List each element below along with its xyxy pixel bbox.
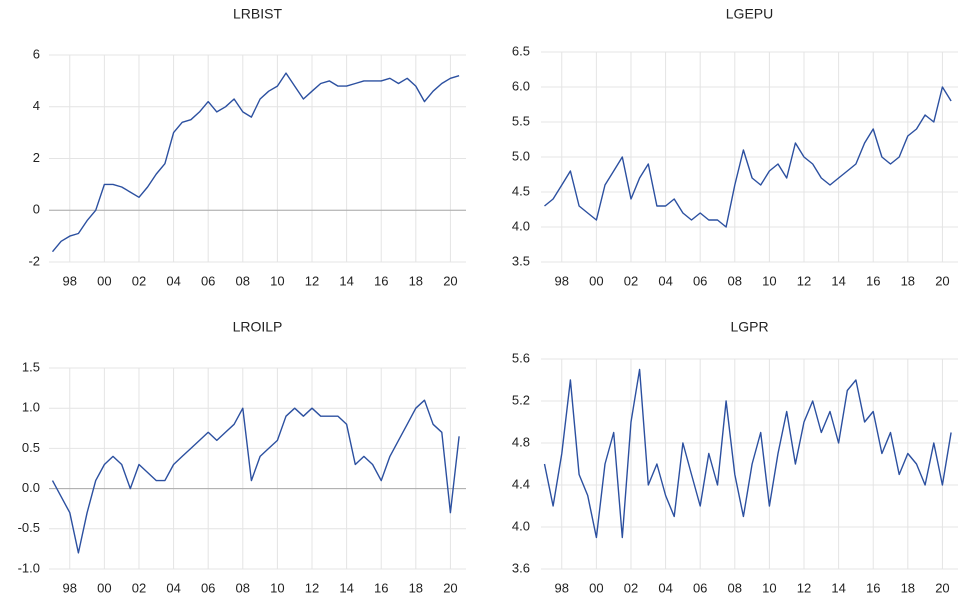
x-tick-label: 08 — [236, 273, 250, 288]
series-line — [544, 86, 952, 228]
x-tick-label: 12 — [797, 580, 811, 595]
x-tick-label: 98 — [63, 273, 77, 288]
x-tick-label: 14 — [339, 580, 353, 595]
x-tick-label: 02 — [132, 580, 146, 595]
series-line — [51, 399, 460, 554]
x-tick-label: 10 — [762, 580, 776, 595]
y-tick-label: 5.6 — [512, 350, 530, 365]
y-tick-label: 5.0 — [512, 148, 530, 163]
x-tick-label: 00 — [97, 580, 111, 595]
x-tick-label: 04 — [166, 580, 180, 595]
x-tick-label: 02 — [624, 580, 638, 595]
x-tick-label: 00 — [589, 273, 603, 288]
y-tick-label: 4.8 — [512, 434, 530, 449]
x-tick-label: 06 — [201, 580, 215, 595]
x-tick-label: 10 — [270, 273, 284, 288]
x-tick-label: 18 — [901, 273, 915, 288]
x-tick-label: 04 — [658, 580, 672, 595]
y-tick-label: -1.0 — [18, 560, 40, 575]
x-tick-label: 14 — [831, 580, 845, 595]
chart-title: LGEPU — [726, 6, 773, 22]
x-tick-label: 14 — [831, 273, 845, 288]
x-tick-label: 08 — [728, 580, 742, 595]
x-tick-label: 02 — [132, 273, 146, 288]
x-tick-label: 98 — [63, 580, 77, 595]
y-tick-label: 6.0 — [512, 78, 530, 93]
x-tick-label: 16 — [374, 580, 388, 595]
y-tick-label: 1.0 — [22, 400, 40, 415]
x-tick-label: 12 — [797, 273, 811, 288]
x-tick-label: 06 — [201, 273, 215, 288]
chart-title: LGPR — [730, 319, 768, 335]
y-tick-label: 5.5 — [512, 113, 530, 128]
chart-title: LROILP — [233, 319, 283, 335]
y-tick-label: 1.5 — [22, 359, 40, 374]
x-tick-label: 12 — [305, 273, 319, 288]
x-tick-label: 06 — [693, 273, 707, 288]
y-tick-label: 3.6 — [512, 560, 530, 575]
y-tick-label: 4.0 — [512, 518, 530, 533]
x-tick-label: 20 — [443, 580, 457, 595]
x-tick-label: 12 — [305, 580, 319, 595]
x-tick-label: 14 — [339, 273, 353, 288]
y-tick-label: 4.0 — [512, 218, 530, 233]
x-tick-label: 16 — [374, 273, 388, 288]
series-line — [51, 72, 460, 253]
x-tick-label: 20 — [935, 273, 949, 288]
x-tick-label: 18 — [409, 580, 423, 595]
series-line — [543, 368, 952, 539]
x-tick-label: 00 — [589, 580, 603, 595]
x-tick-label: 98 — [555, 580, 569, 595]
x-tick-label: 10 — [270, 580, 284, 595]
x-tick-label: 04 — [658, 273, 672, 288]
y-tick-label: 4.4 — [512, 476, 530, 491]
x-tick-label: 16 — [866, 580, 880, 595]
y-tick-label: 5.2 — [512, 392, 530, 407]
x-tick-label: 08 — [236, 580, 250, 595]
x-tick-label: 18 — [901, 580, 915, 595]
x-tick-label: 08 — [728, 273, 742, 288]
y-tick-label: 0 — [33, 202, 40, 217]
y-tick-label: 6 — [33, 46, 40, 61]
x-tick-label: 18 — [409, 273, 423, 288]
y-tick-label: 0.5 — [22, 440, 40, 455]
y-tick-label: 4.5 — [512, 183, 530, 198]
x-tick-label: 00 — [97, 273, 111, 288]
y-tick-label: -2 — [28, 253, 40, 268]
x-tick-label: 16 — [866, 273, 880, 288]
y-tick-label: 3.5 — [512, 253, 530, 268]
x-tick-label: 04 — [166, 273, 180, 288]
x-tick-label: 02 — [624, 273, 638, 288]
y-tick-label: 4 — [33, 98, 40, 113]
y-tick-label: 2 — [33, 150, 40, 165]
x-tick-label: 10 — [762, 273, 776, 288]
y-tick-label: 0.0 — [22, 480, 40, 495]
x-tick-label: 20 — [935, 580, 949, 595]
chart-title: LRBIST — [233, 6, 282, 22]
y-tick-label: -0.5 — [18, 520, 40, 535]
x-tick-label: 98 — [555, 273, 569, 288]
y-tick-label: 6.5 — [512, 43, 530, 58]
x-tick-label: 06 — [693, 580, 707, 595]
x-tick-label: 20 — [443, 273, 457, 288]
